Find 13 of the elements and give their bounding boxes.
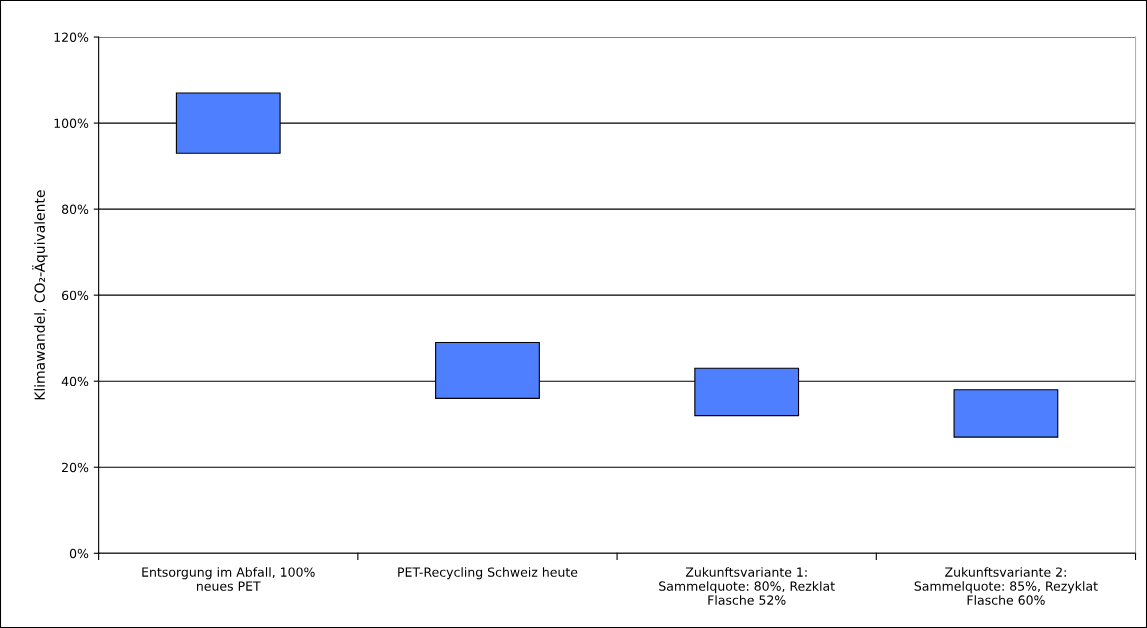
x-tick-label: Zukunftsvariante 1: Sammelquote: 80%, Rezklat Flasche 52% <box>659 567 835 605</box>
y-axis-title: Klimawandel, CO₂-Äquivalente <box>32 190 48 400</box>
y-tick-label: 20% <box>62 462 89 473</box>
y-tick-label: 120% <box>54 32 89 42</box>
x-tick-label: PET-Recycling Schweiz heute <box>398 567 578 580</box>
bar <box>953 389 1059 438</box>
y-tick-label: 80% <box>61 204 89 215</box>
y-tick-label: 0% <box>69 548 89 559</box>
x-tick-label: Zukunftsvariante 2: Sammelquote: 85%, Rezyklat Flasche 60% <box>914 567 1098 605</box>
y-tick-label: 40% <box>61 376 89 387</box>
x-tick-label: Entsorgung im Abfall, 100% neues PET <box>142 567 315 591</box>
y-tick-label: 100% <box>54 118 89 129</box>
y-tick-label: 60% <box>62 290 89 301</box>
